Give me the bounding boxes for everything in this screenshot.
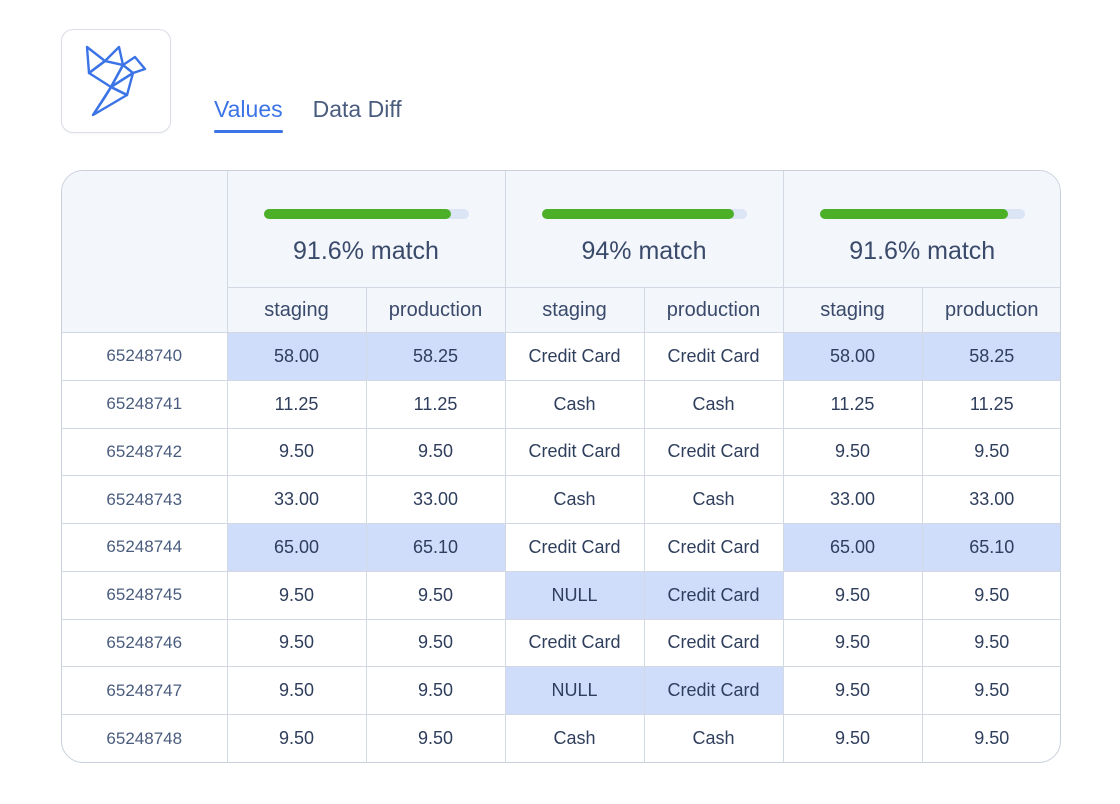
id-column-header <box>62 171 228 333</box>
column-header-staging[interactable]: staging <box>227 287 367 333</box>
production-cell: 9.50 <box>921 666 1060 716</box>
table-row: 65248748 9.50 9.50 Cash Cash 9.50 9.50 <box>62 714 1060 762</box>
staging-cell: 9.50 <box>226 714 367 762</box>
match-label: 94% match <box>581 237 707 265</box>
match-label: 91.6% match <box>849 237 996 265</box>
production-cell: Credit Card <box>643 666 784 716</box>
match-bar <box>819 209 1025 219</box>
staging-cell: Credit Card <box>504 427 645 477</box>
match-bar-fill <box>819 209 1008 219</box>
production-cell: Credit Card <box>643 427 784 477</box>
table-row: 65248747 9.50 9.50 NULL Credit Card 9.50 9.50 <box>62 666 1060 716</box>
table-row: 65248745 9.50 9.50 NULL Credit Card 9.50 9.50 <box>62 570 1060 620</box>
production-cell: 33.00 <box>921 475 1060 525</box>
production-cell: 65.10 <box>921 523 1060 572</box>
production-cell: Cash <box>643 379 784 429</box>
row-id: 65248744 <box>62 523 228 572</box>
match-bar-fill <box>263 209 452 219</box>
table-row: 65248743 33.00 33.00 Cash Cash 33.00 33.00 <box>62 475 1060 525</box>
staging-cell: 65.00 <box>782 523 923 572</box>
staging-cell: Credit Card <box>504 523 645 572</box>
production-cell: 9.50 <box>921 618 1060 668</box>
column-header-production[interactable]: production <box>365 287 506 333</box>
production-cell: Credit Card <box>643 332 784 381</box>
staging-cell: Cash <box>504 714 645 762</box>
column-header-staging[interactable]: staging <box>782 287 923 333</box>
table-row: 65248741 11.25 11.25 Cash Cash 11.25 11.25 <box>62 379 1060 429</box>
column-header-production[interactable]: production <box>921 287 1060 333</box>
table-row: 65248746 9.50 9.50 Credit Card Credit Card 9.… <box>62 618 1060 668</box>
column-header-production[interactable]: production <box>643 287 784 333</box>
staging-cell: 11.25 <box>782 379 923 429</box>
production-cell: 9.50 <box>365 427 506 477</box>
production-cell: 11.25 <box>365 379 506 429</box>
match-bar <box>263 209 469 219</box>
column-header-staging[interactable]: staging <box>504 287 645 333</box>
staging-cell: 9.50 <box>226 618 367 668</box>
tab-bar: Values Data Diff <box>214 96 402 133</box>
production-cell: Cash <box>643 714 784 762</box>
row-id: 65248748 <box>62 714 228 762</box>
production-cell: Credit Card <box>643 570 784 620</box>
production-cell: 9.50 <box>921 570 1060 620</box>
staging-cell: 9.50 <box>226 570 367 620</box>
staging-cell: 58.00 <box>226 332 367 381</box>
staging-cell: 33.00 <box>782 475 923 525</box>
match-summary: 91.6% match <box>782 171 1060 288</box>
row-id: 65248741 <box>62 379 228 429</box>
staging-cell: 9.50 <box>226 666 367 716</box>
row-id: 65248742 <box>62 427 228 477</box>
production-cell: 9.50 <box>365 714 506 762</box>
production-cell: 9.50 <box>365 666 506 716</box>
table-row: 65248744 65.00 65.10 Credit Card Credit Card… <box>62 523 1060 572</box>
production-cell: Cash <box>643 475 784 525</box>
row-id: 65248740 <box>62 332 228 381</box>
production-cell: 9.50 <box>921 427 1060 477</box>
tab-data-diff[interactable]: Data Diff <box>312 96 402 122</box>
row-id: 65248746 <box>62 618 228 668</box>
production-cell: 65.10 <box>365 523 506 572</box>
staging-cell: Cash <box>504 475 645 525</box>
production-cell: 33.00 <box>365 475 506 525</box>
production-cell: Credit Card <box>643 618 784 668</box>
staging-cell: 9.50 <box>782 666 923 716</box>
production-cell: 9.50 <box>365 618 506 668</box>
match-bar-fill <box>541 209 735 219</box>
production-cell: 11.25 <box>921 379 1060 429</box>
diff-table: 91.6% match 94% match 91.6% match stagin… <box>61 170 1061 763</box>
staging-cell: NULL <box>504 570 645 620</box>
staging-cell: 9.50 <box>782 714 923 762</box>
match-label: 91.6% match <box>293 237 439 265</box>
staging-cell: 9.50 <box>782 618 923 668</box>
tab-values[interactable]: Values <box>214 96 283 133</box>
logo <box>61 29 171 133</box>
staging-cell: 58.00 <box>782 332 923 381</box>
table-row: 65248742 9.50 9.50 Credit Card Credit Card 9.… <box>62 427 1060 477</box>
staging-cell: Credit Card <box>504 332 645 381</box>
match-bar <box>541 209 747 219</box>
match-summary: 94% match <box>504 171 784 288</box>
production-cell: 58.25 <box>921 332 1060 381</box>
staging-cell: Credit Card <box>504 618 645 668</box>
row-id: 65248747 <box>62 666 228 716</box>
staging-cell: Cash <box>504 379 645 429</box>
staging-cell: 11.25 <box>226 379 367 429</box>
staging-cell: 9.50 <box>782 570 923 620</box>
match-summary: 91.6% match <box>226 171 506 288</box>
production-cell: 9.50 <box>365 570 506 620</box>
staging-cell: 65.00 <box>226 523 367 572</box>
production-cell: Credit Card <box>643 523 784 572</box>
staging-cell: 9.50 <box>226 427 367 477</box>
production-cell: 58.25 <box>365 332 506 381</box>
staging-cell: NULL <box>504 666 645 716</box>
staging-cell: 33.00 <box>226 475 367 525</box>
row-id: 65248745 <box>62 570 228 620</box>
origami-bird-icon <box>85 45 147 117</box>
production-cell: 9.50 <box>921 714 1060 762</box>
table-row: 65248740 58.00 58.25 Credit Card Credit Card… <box>62 332 1060 381</box>
staging-cell: 9.50 <box>782 427 923 477</box>
row-id: 65248743 <box>62 475 228 525</box>
